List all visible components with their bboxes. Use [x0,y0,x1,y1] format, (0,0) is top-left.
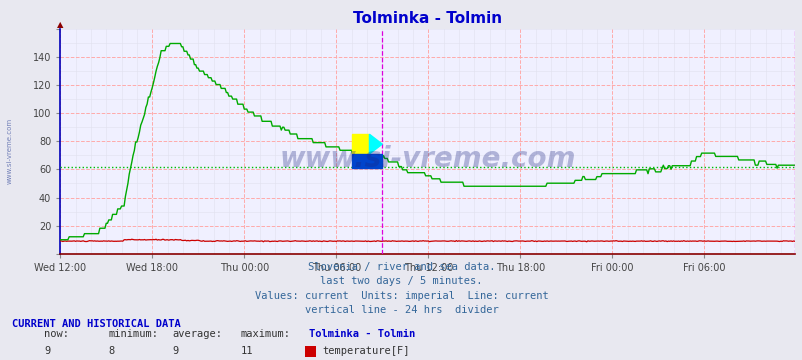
Text: Values: current  Units: imperial  Line: current: Values: current Units: imperial Line: cu… [254,291,548,301]
Text: Tolminka - Tolmin: Tolminka - Tolmin [309,329,415,339]
Text: temperature[F]: temperature[F] [322,346,409,356]
Text: ▲: ▲ [57,20,63,29]
Polygon shape [369,134,382,154]
Text: 8: 8 [108,346,115,356]
Text: vertical line - 24 hrs  divider: vertical line - 24 hrs divider [304,305,498,315]
Text: 11: 11 [241,346,253,356]
Text: maximum:: maximum: [241,329,290,339]
Text: average:: average: [172,329,222,339]
Text: CURRENT AND HISTORICAL DATA: CURRENT AND HISTORICAL DATA [12,319,180,329]
Title: Tolminka - Tolmin: Tolminka - Tolmin [353,11,501,26]
Bar [351,154,382,168]
Text: 9: 9 [44,346,51,356]
Text: last two days / 5 minutes.: last two days / 5 minutes. [320,276,482,287]
Text: www.si-vreme.com: www.si-vreme.com [279,145,575,173]
Text: now:: now: [44,329,69,339]
Text: minimum:: minimum: [108,329,158,339]
Bar [351,134,369,154]
Text: Slovenia / river and sea data.: Slovenia / river and sea data. [307,262,495,272]
Text: www.si-vreme.com: www.si-vreme.com [6,118,13,184]
Text: 9: 9 [172,346,179,356]
